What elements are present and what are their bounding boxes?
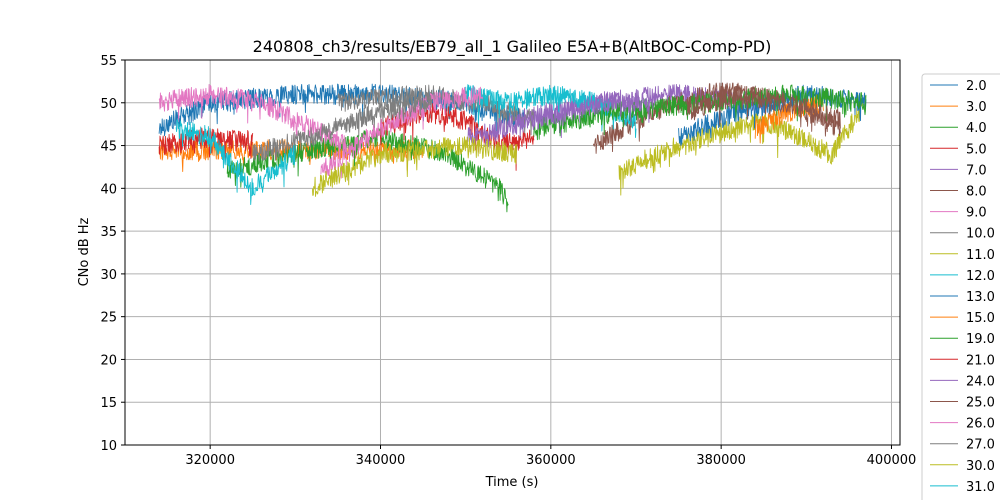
legend-label: 7.0: [966, 163, 987, 178]
legend-label: 26.0: [966, 417, 995, 432]
y-tick-label: 25: [100, 311, 117, 326]
legend-label: 27.0: [966, 438, 995, 453]
legend-label: 21.0: [966, 353, 995, 368]
y-axis-title: CNo dB Hz: [77, 217, 92, 286]
legend-label: 30.0: [966, 459, 995, 474]
legend-label: 11.0: [966, 248, 995, 263]
legend-label: 2.0: [966, 79, 987, 94]
series-line: [175, 119, 296, 205]
legend-label: 9.0: [966, 206, 987, 221]
series-line: [465, 92, 654, 148]
legend-label: 15.0: [966, 311, 995, 326]
series-line: [311, 136, 518, 197]
legend: 2.0 3.0 4.0 5.0 7.0 8.0 9.0 10.0 11.0 12.0 13.0 15.…: [921, 73, 1000, 500]
legend-label: 19.0: [966, 332, 995, 347]
legend-items: 2.0 3.0 4.0 5.0 7.0 8.0 9.0 10.0 11.0 12.0 13.0 15.…: [930, 79, 995, 495]
legend-label: 25.0: [966, 396, 995, 411]
series-line: [618, 95, 867, 196]
y-tick-label: 45: [100, 140, 117, 155]
x-tick-label: 320000: [185, 453, 235, 468]
series-line: [158, 83, 347, 169]
series-lines: [158, 82, 867, 213]
axis-ticks: 320000 340000 360000 380000 400000 10 15 20 25 30…: [100, 54, 916, 468]
legend-label: 3.0: [966, 100, 987, 115]
x-tick-label: 340000: [356, 453, 406, 468]
y-tick-label: 15: [100, 396, 117, 411]
y-tick-label: 20: [100, 353, 117, 368]
legend-label: 13.0: [966, 290, 995, 305]
x-tick-label: 400000: [867, 453, 917, 468]
y-tick-label: 50: [100, 97, 117, 112]
legend-label: 24.0: [966, 374, 995, 389]
legend-label: 8.0: [966, 185, 987, 200]
legend-label: 5.0: [966, 142, 987, 157]
legend-label: 12.0: [966, 269, 995, 284]
legend-label: 31.0: [966, 480, 995, 495]
y-tick-label: 10: [100, 439, 117, 454]
chart-title: 240808_ch3/results/EB79_all_1 Galileo E5…: [253, 37, 772, 57]
y-tick-label: 35: [100, 225, 117, 240]
series-line: [320, 86, 484, 179]
legend-label: 4.0: [966, 121, 987, 136]
legend-label: 10.0: [966, 227, 995, 242]
series-line: [686, 83, 841, 132]
y-tick-label: 55: [100, 54, 117, 69]
x-axis-title: Time (s): [485, 475, 539, 490]
plot-frame: [124, 59, 901, 446]
legend-frame: [921, 73, 1000, 500]
y-tick-label: 30: [100, 268, 117, 283]
series-line: [252, 93, 433, 162]
y-tick-label: 40: [100, 182, 117, 197]
x-tick-label: 360000: [526, 453, 576, 468]
x-tick-label: 380000: [696, 453, 746, 468]
